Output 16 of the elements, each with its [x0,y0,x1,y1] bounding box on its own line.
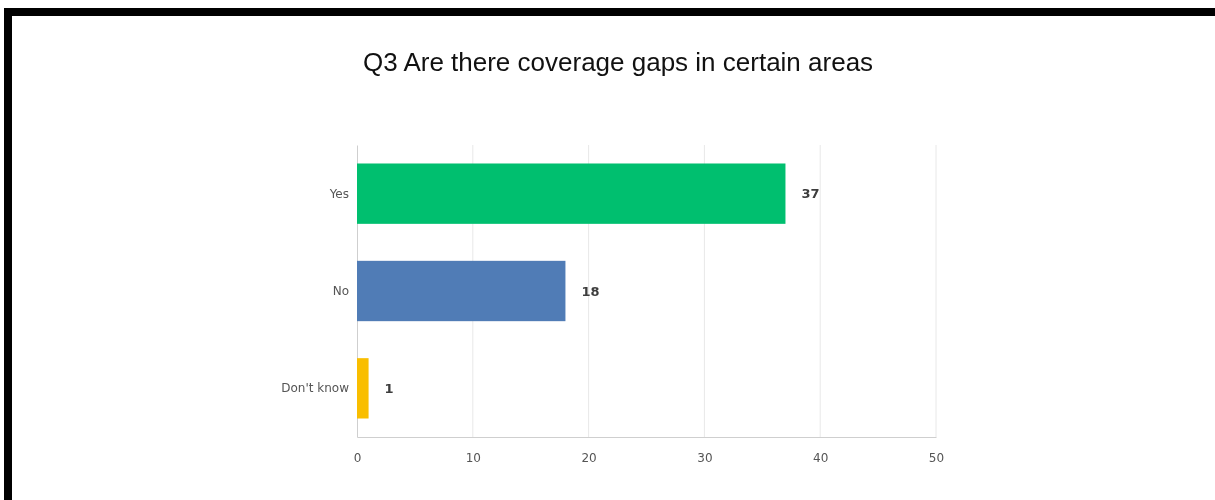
x-tick-label: 30 [697,450,713,465]
y-tick-label: Don't know [281,381,350,396]
data-label: 18 [581,283,600,299]
data-label: 1 [384,380,394,396]
y-tick-label: Yes [328,186,349,201]
chart-title: Q3 Are there coverage gaps in certain areas [362,47,874,77]
bar [357,163,786,224]
x-tick-label: 10 [465,450,481,465]
x-tick-label: 0 [353,450,362,465]
x-tick-label: 50 [928,450,945,465]
bar [357,358,369,419]
x-tick-label: 20 [581,450,597,465]
bar [357,260,566,322]
y-tick-label: No [332,283,349,298]
x-tick-label: 40 [813,450,829,465]
data-label: 37 [801,186,820,202]
